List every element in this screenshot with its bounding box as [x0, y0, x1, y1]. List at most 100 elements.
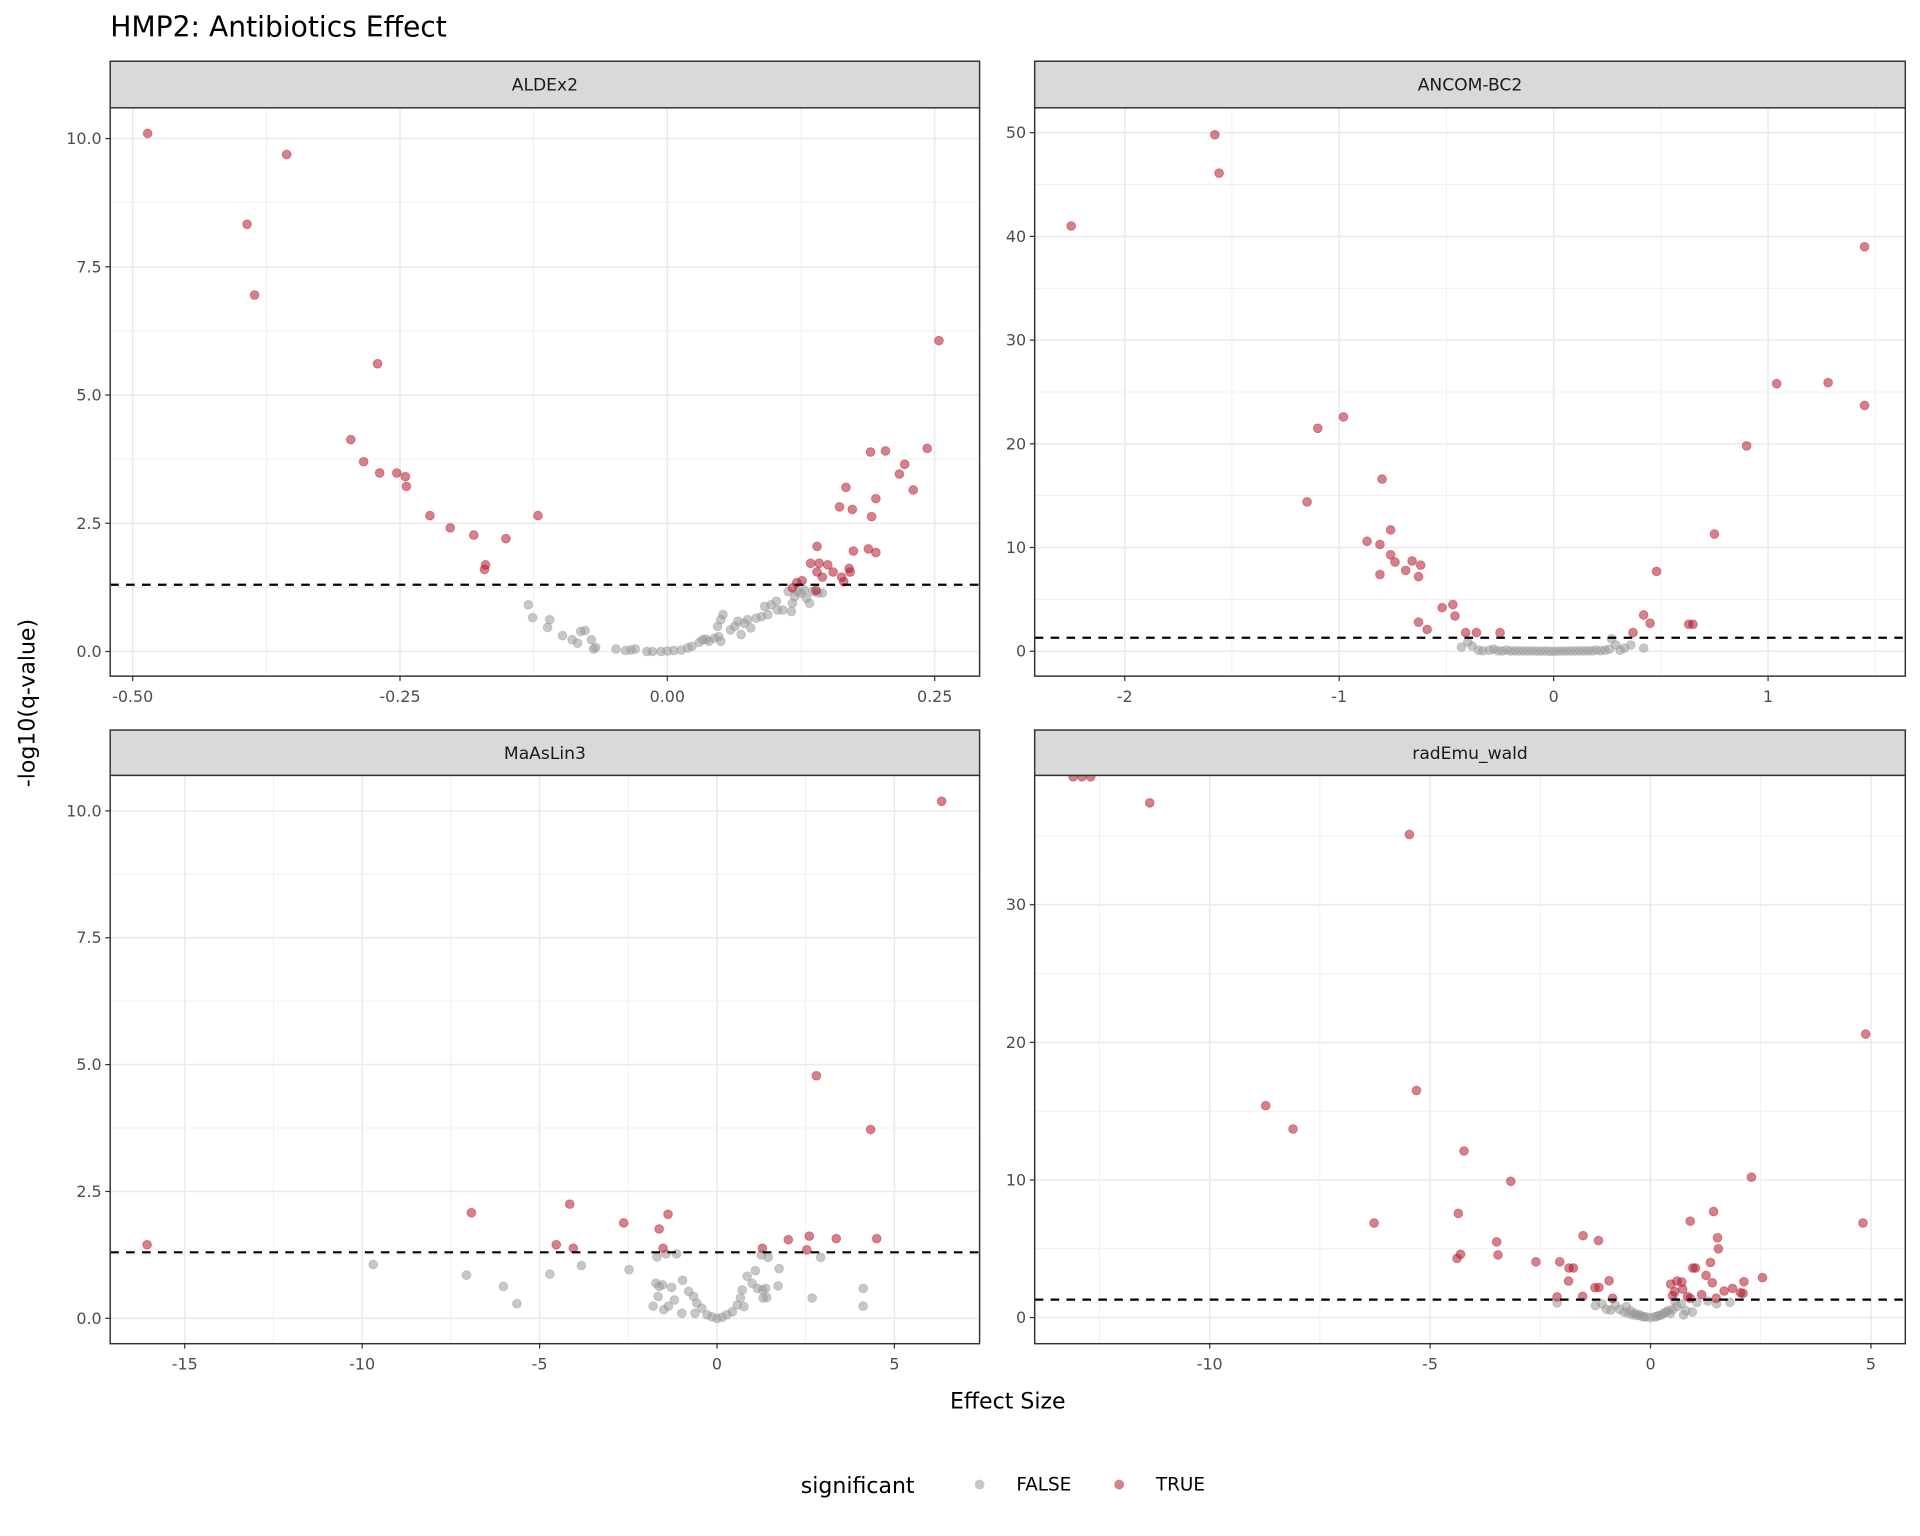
- point-not-significant: [742, 614, 753, 625]
- point-not-significant: [735, 1293, 746, 1303]
- x-tick-label: 5: [1866, 1354, 1876, 1373]
- point-not-significant: [1625, 640, 1636, 650]
- legend-key-false: [974, 1479, 985, 1490]
- x-tick-label: -0.50: [112, 687, 153, 706]
- point-significant: [142, 128, 153, 139]
- point-not-significant: [498, 1281, 509, 1292]
- point-significant: [242, 219, 252, 230]
- point-significant: [871, 1233, 882, 1244]
- point-significant: [1450, 611, 1460, 621]
- point-not-significant: [858, 1301, 869, 1312]
- point-significant: [281, 149, 292, 160]
- point-significant: [1459, 1146, 1469, 1156]
- point-not-significant: [671, 1248, 682, 1259]
- point-significant: [1460, 627, 1471, 638]
- y-axis-title: -log10(q-value): [15, 619, 40, 787]
- point-significant: [1369, 1218, 1380, 1228]
- point-not-significant: [544, 1269, 555, 1280]
- point-significant: [1823, 377, 1834, 388]
- y-tick-label: 0.0: [76, 642, 101, 661]
- x-tick-label: -10: [1197, 1354, 1223, 1373]
- point-significant: [1859, 400, 1870, 411]
- point-not-significant: [663, 1301, 674, 1312]
- point-significant: [1858, 1218, 1868, 1228]
- x-tick-label: -1: [1331, 687, 1347, 706]
- point-not-significant: [1621, 1301, 1632, 1312]
- point-significant: [1701, 1270, 1711, 1281]
- point-not-significant: [576, 1260, 587, 1271]
- point-significant: [1685, 1293, 1696, 1304]
- point-significant: [908, 485, 919, 495]
- point-significant: [1607, 1293, 1618, 1304]
- point-significant: [564, 1199, 575, 1210]
- point-not-significant: [745, 623, 756, 633]
- point-significant: [391, 468, 402, 478]
- point-significant: [249, 290, 260, 300]
- point-significant: [1713, 1243, 1724, 1254]
- point-significant: [1447, 599, 1458, 610]
- x-tick-label: -10: [349, 1354, 375, 1373]
- point-significant: [757, 1243, 768, 1254]
- y-tick-label: 7.5: [76, 257, 101, 276]
- point-significant: [1491, 1236, 1502, 1247]
- point-significant: [1628, 627, 1638, 638]
- point-significant: [936, 796, 947, 807]
- point-not-significant: [572, 638, 583, 649]
- point-significant: [804, 1231, 815, 1242]
- point-not-significant: [804, 598, 815, 609]
- point-significant: [934, 335, 944, 346]
- point-significant: [814, 558, 825, 569]
- point-significant: [1746, 1172, 1757, 1183]
- point-significant: [1375, 569, 1385, 580]
- point-significant: [1144, 797, 1155, 808]
- point-significant: [899, 459, 910, 470]
- point-significant: [618, 1218, 629, 1228]
- point-not-significant: [527, 612, 538, 623]
- point-significant: [805, 558, 816, 569]
- point-significant: [1422, 624, 1433, 635]
- y-tick-label: 2.5: [76, 514, 101, 533]
- point-significant: [400, 471, 411, 482]
- point-significant: [847, 504, 858, 515]
- facet-strip: [1033, 60, 1907, 109]
- point-not-significant: [647, 646, 658, 657]
- y-tick-label: 5.0: [76, 386, 101, 405]
- point-significant: [1404, 829, 1415, 840]
- y-tick-label: 20: [1006, 1033, 1026, 1052]
- point-significant: [845, 567, 856, 577]
- point-significant: [1711, 1293, 1722, 1304]
- point-significant: [1757, 1272, 1768, 1283]
- point-significant: [1413, 617, 1424, 628]
- y-tick-label: 40: [1006, 227, 1026, 246]
- y-tick-label: 30: [1006, 331, 1026, 350]
- point-significant: [1860, 1029, 1871, 1039]
- point-not-significant: [669, 1295, 680, 1305]
- point-significant: [1690, 1263, 1701, 1273]
- points: [1068, 775, 1871, 1323]
- facet-strip: [109, 60, 981, 109]
- point-significant: [1554, 1256, 1565, 1267]
- point-not-significant: [815, 1252, 826, 1263]
- x-tick-label: -15: [172, 1354, 198, 1373]
- point-significant: [1645, 618, 1656, 629]
- point-significant: [1411, 1085, 1422, 1096]
- point-significant: [865, 1124, 876, 1135]
- point-significant: [1719, 1286, 1730, 1296]
- point-not-significant: [648, 1301, 659, 1312]
- y-tick-label: 30: [1006, 895, 1026, 914]
- points: [142, 128, 944, 657]
- point-not-significant: [1601, 1304, 1612, 1315]
- point-significant: [1708, 1206, 1719, 1217]
- point-significant: [1709, 529, 1720, 539]
- point-significant: [834, 501, 845, 512]
- point-not-significant: [652, 1252, 662, 1262]
- point-significant: [345, 434, 356, 445]
- point-not-significant: [1678, 1309, 1689, 1320]
- point-significant: [468, 530, 479, 540]
- point-significant: [1407, 556, 1418, 566]
- facet-strip: [109, 729, 981, 777]
- point-not-significant: [461, 1270, 472, 1281]
- y-tick-label: 10.0: [66, 801, 101, 820]
- point-significant: [1260, 1100, 1271, 1111]
